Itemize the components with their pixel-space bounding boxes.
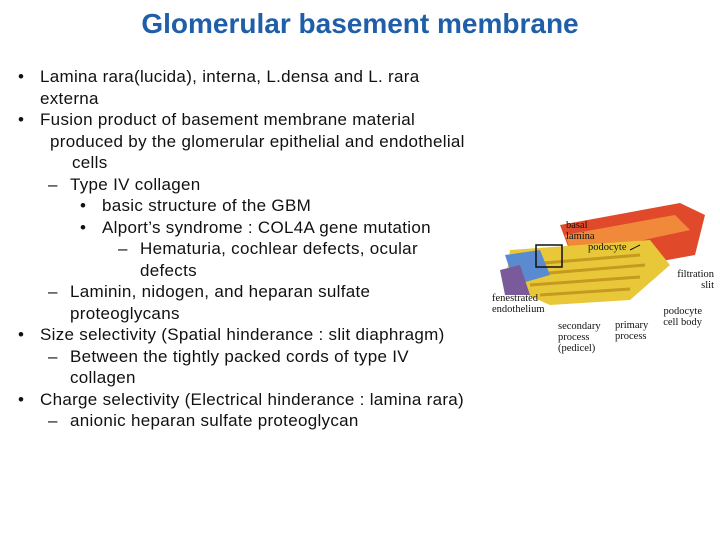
bullet-item: – anionic heparan sulfate proteoglycan	[18, 410, 468, 432]
bullet-marker: •	[80, 196, 87, 215]
bullet-text: basic structure of the GBM	[102, 196, 312, 215]
highlight-box	[535, 244, 563, 268]
figure-label: cell body	[663, 317, 703, 328]
bullet-marker: •	[18, 325, 25, 344]
bullet-item: – Hematuria, cochlear defects, ocular def…	[18, 238, 468, 281]
bullet-item: • Lamina rara(lucida), interna, L.densa a…	[18, 66, 468, 109]
bullet-text: anionic heparan sulfate proteoglycan	[70, 411, 359, 430]
bullet-item: • basic structure of the GBM	[18, 195, 468, 217]
bullet-text: Lamina rara(lucida), interna, L.densa an…	[40, 67, 420, 108]
bullet-item: • Charge selectivity (Electrical hinderan…	[18, 389, 468, 411]
bullet-item: – Between the tightly packed cords of typ…	[18, 346, 468, 389]
bullet-text: Alport’s syndrome : COL4A gene mutation	[102, 217, 431, 237]
figure-label: primary	[615, 320, 649, 331]
bullet-marker: –	[48, 282, 58, 301]
bullet-marker: •	[18, 67, 25, 86]
figure-label: endothelium	[492, 304, 545, 315]
pedicels	[519, 253, 646, 297]
podocyte-highlight	[565, 215, 690, 250]
bullet-text: Type IV collagen	[70, 174, 201, 194]
bullet-item: – Type IV collagen	[18, 174, 468, 196]
bullet-item: • Fusion product of basement membrane mat…	[18, 109, 468, 131]
bullet-item: • Size selectivity (Spatial hinderance : …	[18, 324, 468, 346]
figure-label: lamina	[566, 231, 595, 242]
figure-label: (pedicel)	[558, 343, 596, 354]
slide-title: Glomerular basement membrane	[141, 8, 579, 39]
bullet-text: Fusion product of basement membrane mate…	[40, 110, 416, 129]
figure-label: fenestrated	[492, 293, 539, 304]
bullet-item: • Alport’s syndrome : COL4A gene mutation	[18, 217, 468, 239]
endothelium-edge	[500, 265, 530, 295]
bullet-text: produced by the glomerular epithelial an…	[50, 131, 465, 173]
bullet-marker: •	[18, 389, 25, 409]
figure-label: process	[558, 332, 590, 343]
bullet-marker: –	[48, 346, 58, 366]
bullet-text: Charge selectivity (Electrical hinderanc…	[40, 389, 465, 409]
bullet-item: produced by the glomerular epithelial an…	[18, 131, 468, 174]
bullet-marker: •	[18, 110, 25, 129]
bullet-text: Size selectivity (Spatial hinderance : s…	[40, 325, 445, 344]
bullet-marker: –	[118, 239, 128, 258]
figure-label: slit	[701, 280, 714, 291]
figure-label: filtration	[677, 269, 714, 280]
bullet-item: – Laminin, nidogen, and heparan sulfate p…	[18, 281, 468, 324]
bullet-marker: •	[80, 217, 87, 237]
bullet-text: Between the tightly packed cords of type…	[70, 346, 409, 388]
figure-label: podocyte	[588, 242, 627, 253]
pointer	[629, 244, 641, 251]
bullet-list: • Lamina rara(lucida), interna, L.densa a…	[18, 66, 468, 432]
glomerulus-figure: basallaminapodocytefiltrationslitfenestr…	[492, 203, 715, 354]
figure-label: basal	[566, 220, 588, 231]
bullet-text: Laminin, nidogen, and heparan sulfate pr…	[70, 282, 371, 323]
bullet-marker: –	[48, 411, 58, 430]
bullet-text: Hematuria, cochlear defects, ocular defe…	[140, 239, 418, 280]
figure-label: process	[615, 331, 647, 342]
figure-label: podocyte	[664, 306, 703, 317]
bullet-marker: –	[48, 174, 58, 194]
figure-label: secondary	[558, 321, 601, 332]
